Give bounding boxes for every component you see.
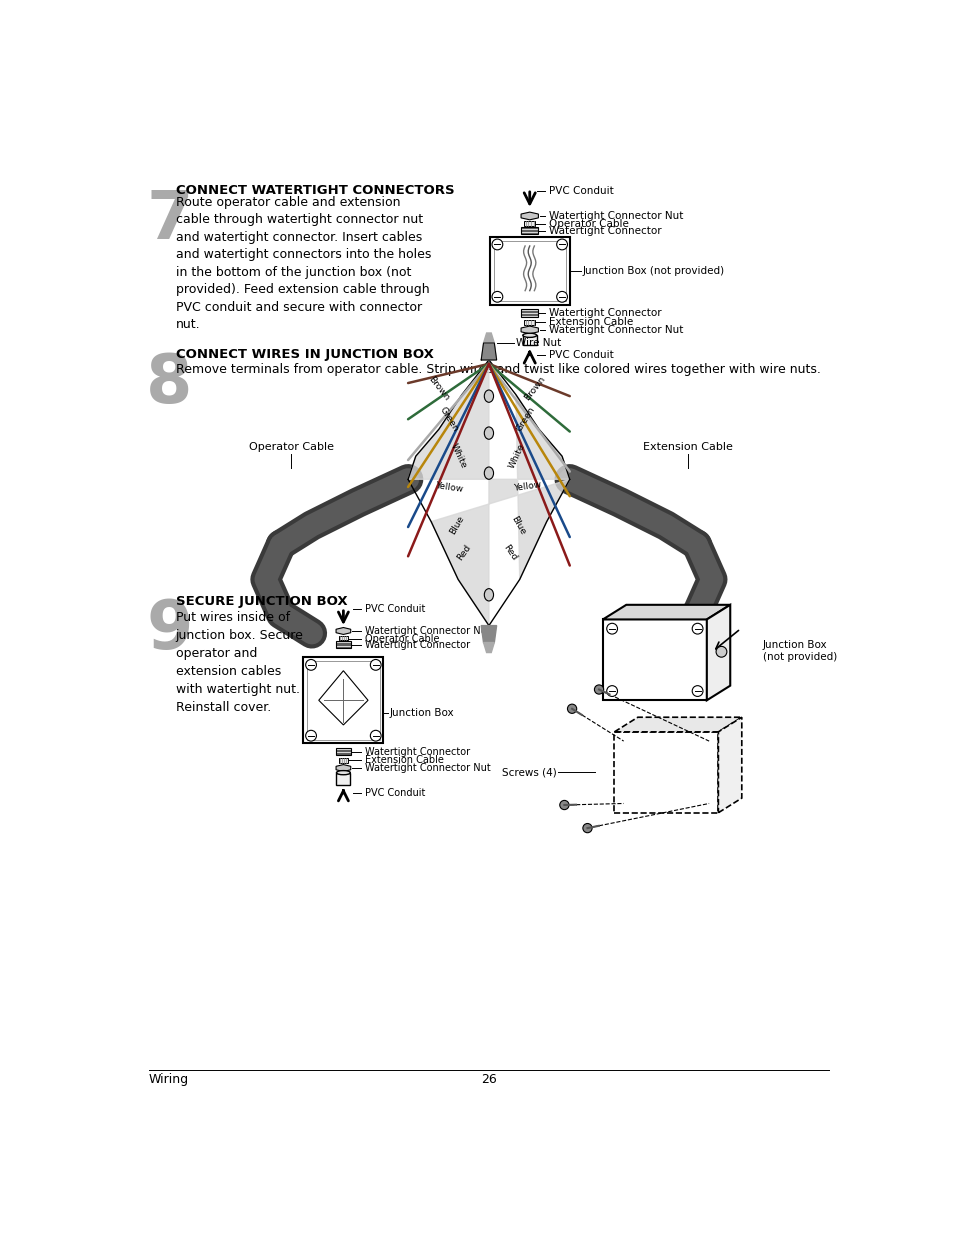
Text: Green: Green [515,405,537,433]
Circle shape [557,291,567,303]
Ellipse shape [336,771,350,774]
Bar [338,636,348,640]
Text: SECURE JUNCTION BOX: SECURE JUNCTION BOX [175,595,347,608]
Circle shape [557,240,567,249]
Circle shape [606,624,617,634]
Text: Yellow: Yellow [434,480,463,494]
Text: Extension Cable: Extension Cable [642,442,732,452]
Polygon shape [520,212,537,220]
Polygon shape [614,718,741,732]
Text: Wire Nut: Wire Nut [516,338,560,348]
Polygon shape [483,333,494,343]
Text: CONNECT WATERTIGHT CONNECTORS: CONNECT WATERTIGHT CONNECTORS [175,184,454,198]
Text: Brown: Brown [426,374,451,403]
Polygon shape [335,764,351,772]
Bar [602,620,706,700]
Polygon shape [480,343,497,359]
Text: 7: 7 [146,186,193,253]
Text: Red: Red [501,543,518,562]
Bar [489,237,569,305]
Bar [524,320,535,325]
Ellipse shape [484,589,493,601]
Text: Watertight Connector: Watertight Connector [548,308,661,317]
Polygon shape [335,627,351,635]
Text: Watertight Connector Nut: Watertight Connector Nut [365,763,490,773]
Text: Route operator cable and extension
cable through watertight connector nut
and wa: Route operator cable and extension cable… [175,196,431,331]
Bar [338,758,348,763]
Circle shape [492,291,502,303]
Polygon shape [318,671,368,725]
Ellipse shape [484,467,493,479]
Text: Watertight Connector: Watertight Connector [365,640,470,650]
Bar [335,748,351,756]
Text: White: White [506,442,526,471]
Text: Blue: Blue [509,515,527,536]
Circle shape [370,659,381,671]
Circle shape [370,730,381,741]
Text: 26: 26 [480,1073,497,1087]
Text: 8: 8 [146,351,193,416]
Text: Blue: Blue [447,515,465,536]
Text: White: White [448,442,467,471]
Text: Extension Cable: Extension Cable [365,756,443,766]
Text: Watertight Connector Nut: Watertight Connector Nut [548,325,682,335]
Ellipse shape [522,333,537,337]
Polygon shape [706,605,729,700]
Circle shape [305,730,316,741]
Circle shape [716,646,726,657]
Text: Operator Cable: Operator Cable [548,219,628,228]
Polygon shape [480,626,497,642]
Bar [307,661,379,740]
Text: Extension Cable: Extension Cable [548,317,633,327]
Text: Operator Cable: Operator Cable [249,442,334,452]
Circle shape [692,685,702,697]
Bar [522,336,537,345]
Circle shape [582,824,592,832]
Text: PVC Conduit: PVC Conduit [548,185,613,195]
Bar [336,773,350,785]
Text: Junction Box (not provided): Junction Box (not provided) [581,266,723,275]
Text: Operator Cable: Operator Cable [365,634,439,643]
Text: Yellow: Yellow [513,480,541,494]
Text: Put wires inside of
junction box. Secure
operator and
extension cables
with wate: Put wires inside of junction box. Secure… [175,611,303,714]
Text: PVC Conduit: PVC Conduit [365,788,425,798]
Circle shape [305,659,316,671]
Polygon shape [483,642,494,652]
Polygon shape [602,605,729,620]
Text: Watertight Connector: Watertight Connector [365,747,470,757]
Bar [524,221,535,226]
Text: PVC Conduit: PVC Conduit [548,351,613,361]
Text: Junction Box
(not provided): Junction Box (not provided) [762,640,837,662]
Polygon shape [408,359,569,626]
Text: Brown: Brown [522,374,547,403]
Circle shape [692,624,702,634]
Ellipse shape [484,427,493,440]
Bar [493,241,565,300]
Ellipse shape [484,390,493,403]
Bar [335,641,351,648]
Text: Watertight Connector Nut: Watertight Connector Nut [365,626,490,636]
Polygon shape [718,718,741,813]
Text: CONNECT WIRES IN JUNCTION BOX: CONNECT WIRES IN JUNCTION BOX [175,348,433,362]
Text: Watertight Connector Nut: Watertight Connector Nut [548,211,682,221]
Bar [520,309,537,317]
Text: Junction Box: Junction Box [389,708,454,719]
Bar [520,227,537,235]
Bar [614,732,718,813]
Text: Remove terminals from operator cable. Strip wires and twist like colored wires t: Remove terminals from operator cable. St… [175,363,820,375]
Bar [303,657,383,743]
Circle shape [559,800,568,810]
Text: 9: 9 [146,597,193,663]
Circle shape [594,685,603,694]
Circle shape [606,685,617,697]
Text: Watertight Connector: Watertight Connector [548,226,661,236]
Text: Red: Red [456,543,473,562]
Text: Green: Green [437,405,459,433]
Polygon shape [520,326,537,333]
Text: Wiring: Wiring [149,1073,189,1087]
Text: PVC Conduit: PVC Conduit [365,604,425,614]
Circle shape [492,240,502,249]
Circle shape [567,704,577,714]
Text: Screws (4): Screws (4) [501,767,557,777]
